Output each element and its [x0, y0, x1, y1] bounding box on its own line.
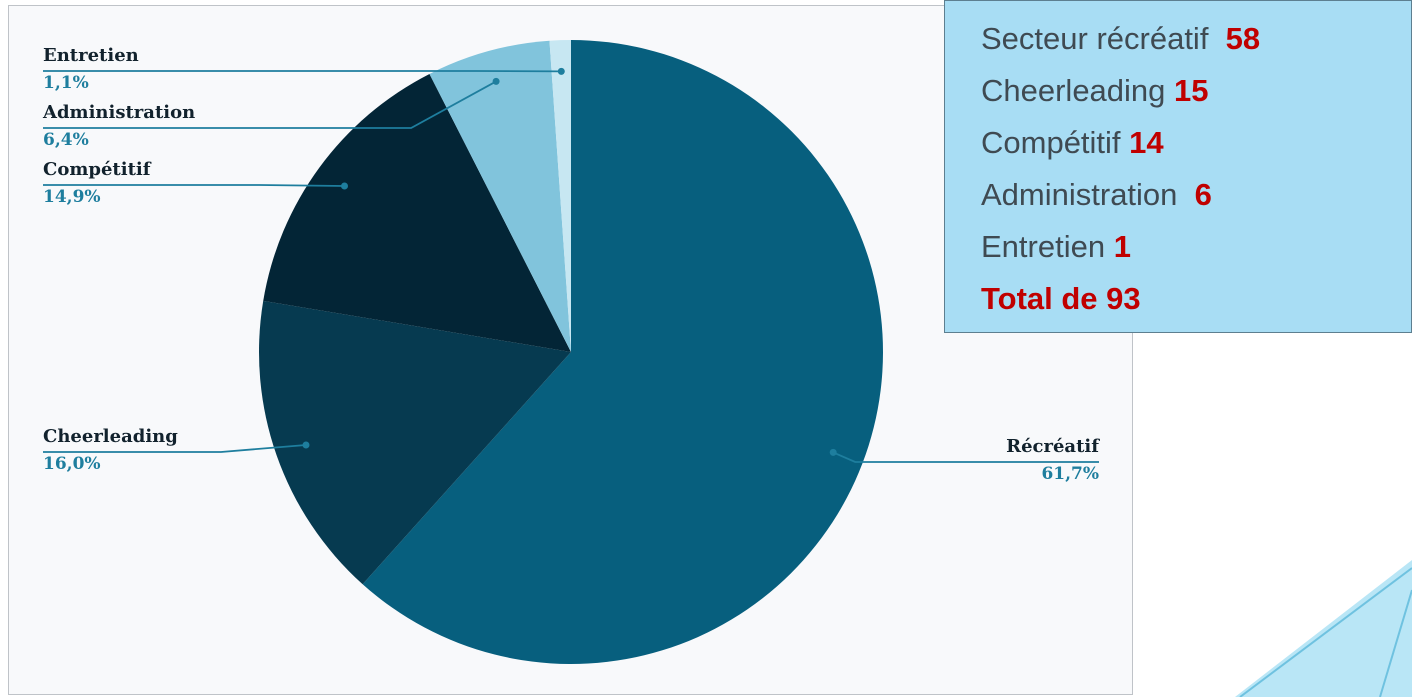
slice-label-entretien: Entretien [43, 45, 139, 66]
slice-pct-competitif: 14,9% [43, 187, 101, 207]
legend-item-competitif: Compétitif 14 [981, 117, 1411, 169]
legend-item-cheerleading: Cheerleading 15 [981, 65, 1411, 117]
leader-dot-competitif [341, 183, 348, 190]
legend-value: 15 [1174, 73, 1208, 108]
slice-pct-cheerleading: 16,0% [43, 454, 101, 474]
pie-slices [259, 40, 883, 664]
legend-label: Secteur récréatif [981, 21, 1208, 56]
legend-label: Entretien [981, 229, 1105, 264]
legend-value: 14 [1129, 125, 1163, 160]
legend-label: Compétitif [981, 125, 1121, 160]
slice-pct-recreatif: 61,7% [1041, 464, 1099, 484]
legend-value: 58 [1226, 21, 1260, 56]
legend-value: 1 [1114, 229, 1131, 264]
legend-total: Total de 93 [981, 273, 1411, 325]
legend-value: 6 [1195, 177, 1212, 212]
slice-label-competitif: Compétitif [43, 159, 152, 180]
legend-box: Secteur récréatif 58 Cheerleading 15 Com… [944, 0, 1412, 333]
slice-label-administration: Administration [42, 102, 195, 123]
leader-dot-recreatif [830, 449, 837, 456]
slice-label-cheerleading: Cheerleading [43, 426, 178, 447]
legend-item-recreatif: Secteur récréatif 58 [981, 13, 1411, 65]
leader-dot-administration [493, 78, 500, 85]
slice-pct-administration: 6,4% [43, 130, 89, 150]
legend-label: Cheerleading [981, 73, 1165, 108]
leader-dot-entretien [558, 68, 565, 75]
slice-pct-entretien: 1,1% [43, 73, 89, 93]
slice-label-recreatif: Récréatif [1006, 436, 1100, 457]
leader-dot-cheerleading [303, 442, 310, 449]
legend-label: Administration [981, 177, 1177, 212]
legend-item-entretien: Entretien 1 [981, 221, 1411, 273]
legend-item-administration: Administration 6 [981, 169, 1411, 221]
leader-line-competitif [43, 185, 345, 186]
